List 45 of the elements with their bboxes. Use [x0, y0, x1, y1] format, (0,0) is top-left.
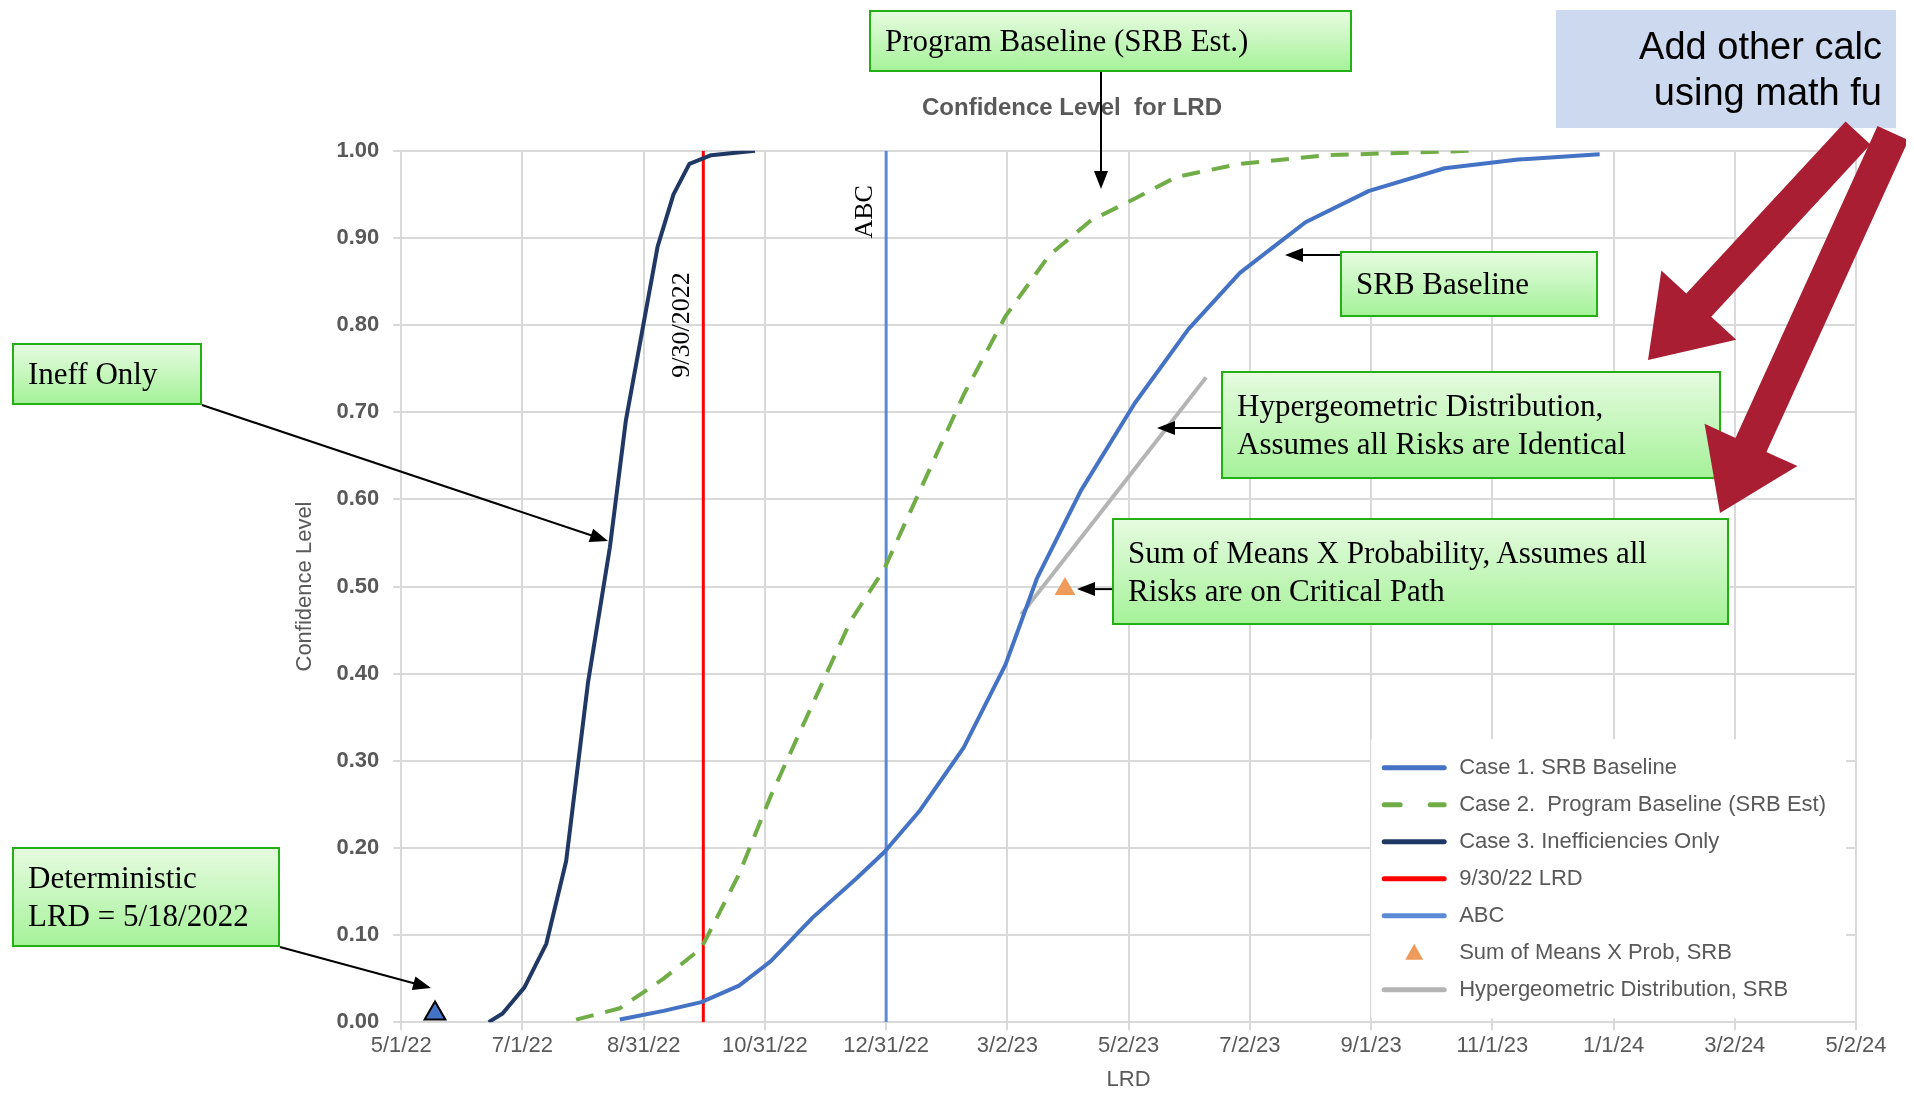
- callout-box: SRB Baseline: [1340, 251, 1598, 317]
- x-tick-label: 10/31/22: [722, 1032, 808, 1058]
- x-tick-label: 5/2/23: [1098, 1032, 1160, 1058]
- y-tick-label: 0.70: [336, 398, 380, 424]
- y-axis-title: Confidence Level: [291, 501, 317, 672]
- legend-label: ABC: [1459, 901, 1505, 927]
- x-tick-label: 5/2/24: [1825, 1032, 1887, 1058]
- x-tick-label: 12/31/22: [843, 1032, 929, 1058]
- y-tick-label: 0.60: [336, 485, 380, 511]
- x-tick-label: 3/2/23: [976, 1032, 1038, 1058]
- x-tick-label: 1/1/24: [1582, 1032, 1645, 1058]
- legend-label: Hypergeometric Distribution, SRB: [1459, 975, 1789, 1001]
- y-tick-label: 0.20: [336, 833, 380, 859]
- y-tick-label: 0.00: [336, 1008, 380, 1034]
- x-axis-title: LRD: [1106, 1065, 1151, 1091]
- callout-box: Ineff Only: [12, 343, 202, 405]
- x-tick-label: 8/31/22: [606, 1032, 681, 1058]
- x-tick-label: 5/1/22: [370, 1032, 432, 1058]
- x-tick-label: 11/1/23: [1456, 1032, 1529, 1058]
- legend-label: Sum of Means X Prob, SRB: [1459, 938, 1732, 964]
- y-tick-label: 1.00: [336, 136, 380, 162]
- x-tick-label: 9/1/23: [1340, 1032, 1402, 1058]
- x-tick-label: 7/2/23: [1219, 1032, 1281, 1058]
- legend-label: Case 2. Program Baseline (SRB Est): [1459, 790, 1827, 816]
- legend-label: Case 3. Inefficiencies Only: [1459, 827, 1720, 853]
- y-tick-label: 0.80: [336, 311, 380, 337]
- callout-box: Deterministic LRD = 5/18/2022: [12, 847, 280, 947]
- y-tick-label: 0.90: [336, 224, 380, 249]
- x-tick-label: 7/1/22: [491, 1032, 554, 1058]
- annotation: SRB Baseline: [1356, 265, 1530, 303]
- annotation: Hypergeometric Distribution, Assumes all Risks are Identical: [1237, 387, 1628, 463]
- callout-box: Hypergeometric Distribution, Assumes all Risks are Identical: [1221, 371, 1721, 479]
- y-tick-label: 0.30: [336, 746, 380, 772]
- x-tick-label: 3/2/24: [1704, 1032, 1766, 1058]
- y-tick-label: 0.40: [336, 659, 380, 685]
- legend-label: Case 1. SRB Baseline: [1459, 753, 1677, 779]
- annotation: ABC: [848, 185, 878, 239]
- y-tick-label: 0.10: [336, 921, 380, 947]
- annotation: Sum of Means X Probability, Assumes all Risks are on Critical Path: [1128, 533, 1648, 610]
- annotation: 9/30/2022: [666, 272, 696, 378]
- callout-box: Sum of Means X Probability, Assumes all Risks are on Critical Path: [1112, 518, 1729, 625]
- legend-label: 9/30/22 LRD: [1459, 864, 1583, 890]
- callout-box: Program Baseline (SRB Est.): [869, 10, 1352, 72]
- y-tick-label: 0.50: [336, 572, 380, 598]
- note-box: Add other calc using math fu: [1556, 10, 1896, 128]
